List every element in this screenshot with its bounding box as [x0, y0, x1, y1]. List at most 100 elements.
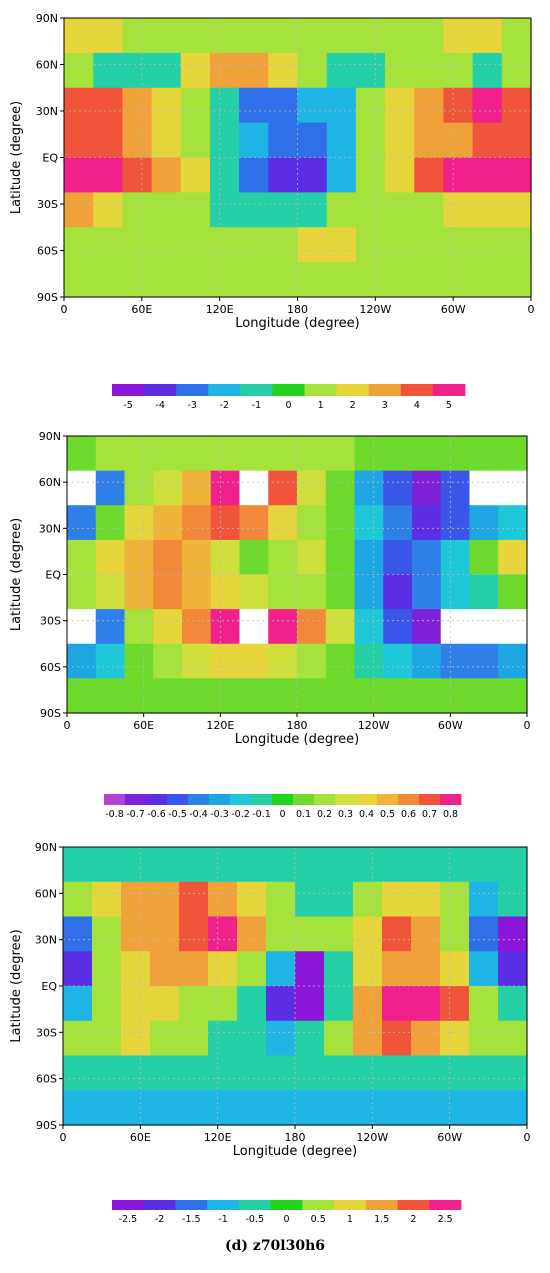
field-cells: [67, 436, 528, 714]
field-cell: [354, 643, 384, 679]
colorbar-label: 2.5: [438, 1214, 453, 1225]
field-cell: [498, 678, 528, 714]
field-cell: [297, 643, 327, 679]
field-cell: [268, 436, 298, 472]
field-cell: [412, 436, 442, 472]
field-cell: [440, 1055, 470, 1091]
field-cell: [326, 87, 357, 124]
field-cell: [266, 1055, 296, 1091]
field-cell: [180, 157, 211, 193]
field-cell: [354, 574, 384, 610]
field-cell: [121, 986, 151, 1022]
field-cell: [297, 678, 327, 714]
field-cell: [355, 227, 386, 263]
colorbar-swatch: [144, 384, 177, 396]
field-cell: [93, 122, 123, 159]
field-cell: [150, 951, 180, 987]
field-cell: [411, 881, 441, 918]
field-cell: [182, 574, 212, 610]
field-cell: [326, 157, 357, 193]
field-cell: [268, 609, 298, 645]
x-tick-label: 120E: [206, 303, 234, 316]
field-cell: [63, 847, 93, 883]
field-cell: [383, 643, 413, 679]
field-cell: [412, 505, 442, 541]
y-tick-label: 90S: [36, 1119, 57, 1132]
field-cell: [414, 262, 445, 298]
field-cell: [179, 951, 209, 987]
field-cell: [383, 505, 413, 541]
field-cell: [355, 262, 386, 298]
field-cell: [150, 1055, 180, 1091]
y-tick-label: 60N: [35, 887, 57, 900]
field-cell: [93, 52, 123, 89]
field-cell: [440, 916, 470, 952]
field-cell: [182, 470, 212, 506]
colorbar-swatch: [251, 794, 273, 805]
field-cell: [297, 87, 328, 124]
field-cell: [67, 574, 97, 610]
field-cell: [498, 470, 528, 506]
field-cell: [297, 157, 328, 193]
field-cell: [93, 157, 123, 193]
field-cell: [209, 192, 240, 228]
field-cell: [472, 192, 503, 228]
colorbar-label: 1: [318, 400, 324, 410]
colorbar-label: -0.6: [147, 809, 166, 820]
field-cell: [472, 227, 503, 263]
field-cell: [355, 192, 386, 228]
field-cell: [239, 470, 269, 506]
y-tick-label: 90S: [40, 707, 61, 720]
field-cell: [324, 1055, 354, 1091]
field-cell: [95, 574, 126, 610]
field-cell: [498, 1020, 528, 1057]
field-cell: [239, 678, 269, 714]
field-cell: [151, 18, 182, 54]
map-panel-2: 0 60E 120E 180 120W 60W 0 Longitude (degree) 90N…: [0, 410, 550, 820]
colorbar: -5 -4 -3 -2 -1 0 1 2 3 4 5: [112, 384, 466, 411]
field-cell: [239, 643, 269, 679]
field-cell: [326, 262, 357, 298]
field-cell: [121, 881, 151, 918]
field-cell: [268, 227, 299, 263]
field-cell: [266, 1090, 296, 1126]
field-cell: [180, 262, 211, 298]
field-cell: [414, 192, 445, 228]
field-cell: [411, 1090, 441, 1126]
colorbar-swatch: [176, 384, 209, 396]
colorbar-label: -4: [155, 400, 164, 410]
x-axis-label: Longitude (degree): [235, 316, 360, 331]
field-cell: [63, 1090, 93, 1126]
field-cell: [412, 643, 442, 679]
colorbar-swatch: [125, 794, 147, 805]
field-cell: [440, 678, 471, 714]
field-cell: [64, 87, 94, 124]
colorbar-label: 0: [279, 809, 285, 820]
y-tick-label: 90N: [36, 12, 58, 25]
field-cell: [354, 470, 384, 506]
y-tick-label: 30S: [37, 198, 58, 211]
field-cell: [353, 847, 383, 883]
field-cell: [208, 951, 238, 987]
field-cell: [151, 122, 182, 159]
field-cell: [324, 847, 354, 883]
field-cell: [151, 192, 182, 228]
field-cell: [469, 847, 499, 883]
field-cell: [498, 916, 528, 952]
colorbar-swatch: [432, 384, 466, 396]
field-cell: [182, 678, 212, 714]
field-cell: [122, 192, 153, 228]
field-cell: [325, 609, 356, 645]
field-cell: [325, 539, 356, 576]
field-cell: [440, 881, 470, 918]
field-cell: [67, 470, 97, 506]
field-cell: [153, 678, 183, 714]
y-tick-label: 90N: [39, 430, 61, 443]
x-tick-label: 120W: [358, 719, 390, 732]
field-cell: [440, 986, 470, 1022]
field-cell: [179, 916, 209, 952]
field-cell: [151, 52, 182, 89]
colorbar-label: -0.7: [126, 809, 145, 820]
field-cell: [382, 1090, 412, 1126]
field-cell: [472, 18, 503, 54]
